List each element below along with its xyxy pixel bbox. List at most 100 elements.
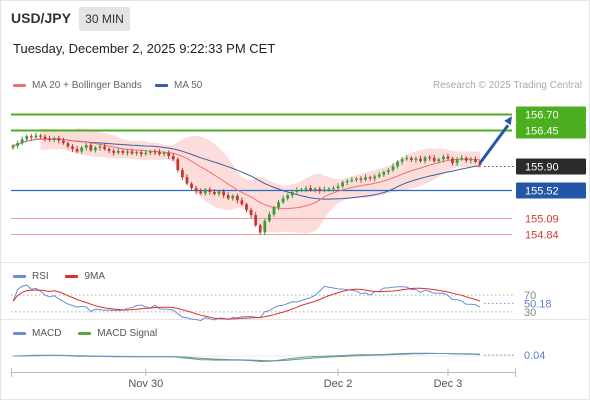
rsi-ma-swatch xyxy=(65,274,79,278)
candle-body xyxy=(455,159,459,164)
macd-label: MACD xyxy=(32,328,62,339)
rsi-ma-line xyxy=(12,287,481,320)
candle-body xyxy=(295,190,299,192)
candle-body xyxy=(387,170,390,173)
candle-body xyxy=(39,135,42,137)
candle-body xyxy=(290,191,294,196)
candle-body xyxy=(103,146,106,149)
candle-body xyxy=(245,204,248,210)
credit-label: Research © 2025 Trading Central xyxy=(432,80,582,91)
ma50-swatch xyxy=(155,83,168,87)
macd-legend: MACD MACD Signal xyxy=(13,328,157,339)
forecast-arrow-shaft xyxy=(478,124,510,164)
candle-body xyxy=(355,178,358,180)
legend-ma20: MA 20 + Bollinger Bands xyxy=(13,80,142,91)
level-label-2: 155.90 xyxy=(525,162,559,174)
candle-body xyxy=(405,157,409,160)
level-label-5: 154.84 xyxy=(525,230,559,242)
candle-body xyxy=(226,195,230,199)
candle-body xyxy=(71,146,74,149)
candle-body xyxy=(281,198,285,203)
x-tick-label-1: Dec 2 xyxy=(324,378,353,390)
candle-body xyxy=(84,145,88,148)
candle-body xyxy=(89,145,93,151)
candle-body xyxy=(428,157,432,159)
candle-body xyxy=(34,135,38,138)
rsi-level-label-0: 70 xyxy=(524,290,536,302)
level-label-4: 155.09 xyxy=(525,214,559,226)
candle-body xyxy=(66,143,70,147)
candle-body xyxy=(286,195,290,199)
candle-body xyxy=(222,191,225,196)
level-label-1: 156.45 xyxy=(525,126,559,138)
candle-body xyxy=(20,139,24,144)
candle-body xyxy=(254,215,258,226)
level-label-0: 156.70 xyxy=(525,110,559,122)
level-badge-1 xyxy=(516,122,586,139)
candle-body xyxy=(382,172,386,175)
candle-body xyxy=(300,189,303,191)
candle-body xyxy=(185,177,189,184)
candle-body xyxy=(451,158,454,164)
candle-body xyxy=(277,202,280,208)
candle-body xyxy=(203,189,207,194)
candle-body xyxy=(423,157,427,162)
candle-body xyxy=(231,195,235,199)
candle-body xyxy=(478,161,482,166)
candle-body xyxy=(176,159,180,171)
candle-body xyxy=(377,174,381,177)
candle-body xyxy=(194,188,198,192)
candle-body xyxy=(368,177,372,179)
candle-body xyxy=(249,209,253,216)
legend-ma50: MA 50 xyxy=(155,80,202,91)
level-badge-2 xyxy=(516,158,586,175)
candle-body xyxy=(432,157,436,162)
macd-swatch xyxy=(13,331,26,335)
candle-body xyxy=(336,186,340,189)
candle-body xyxy=(400,159,404,162)
rsi-line xyxy=(12,284,481,322)
macd-last-label: 0.04 xyxy=(524,350,545,362)
candle-body xyxy=(391,166,395,171)
forecast-arrow-head xyxy=(504,116,512,126)
ma50-label: MA 50 xyxy=(174,80,203,91)
candle-body xyxy=(359,178,363,180)
candle-body xyxy=(135,152,138,154)
candle-body xyxy=(373,176,377,179)
candle-body xyxy=(240,200,244,205)
candle-body xyxy=(419,158,422,162)
candle-body xyxy=(25,136,29,140)
interval-button[interactable]: 30 MIN xyxy=(79,7,130,31)
candle-body xyxy=(272,207,276,215)
candle-body xyxy=(181,170,184,178)
candle-body xyxy=(213,191,216,194)
candle-body xyxy=(116,150,120,153)
macd-signal-swatch xyxy=(78,331,92,335)
candle-body xyxy=(94,147,97,151)
candle-body xyxy=(148,151,152,153)
candle-body xyxy=(167,152,171,157)
candle-body xyxy=(29,136,33,138)
candle-body xyxy=(304,188,308,190)
candle-body xyxy=(309,188,312,191)
candle-body xyxy=(126,151,129,153)
level-badge-3 xyxy=(516,182,586,199)
candle-body xyxy=(409,157,413,160)
candle-body xyxy=(313,188,317,191)
candle-body xyxy=(364,177,367,180)
candle-body xyxy=(190,183,193,189)
candle-body xyxy=(162,152,166,155)
rsi-ma-label: 9MA xyxy=(84,271,106,282)
candle-body xyxy=(217,191,221,194)
macd-line xyxy=(12,352,481,363)
level-label-3: 155.52 xyxy=(525,186,559,198)
symbol-title: USD/JPY xyxy=(11,10,71,26)
candle-body xyxy=(144,152,148,155)
candle-body xyxy=(121,150,125,153)
candle-body xyxy=(48,138,52,140)
rsi-level-label-1: 30 xyxy=(524,307,536,319)
candle-body xyxy=(396,161,399,167)
candle-body xyxy=(107,148,111,151)
candle-body xyxy=(130,151,134,154)
